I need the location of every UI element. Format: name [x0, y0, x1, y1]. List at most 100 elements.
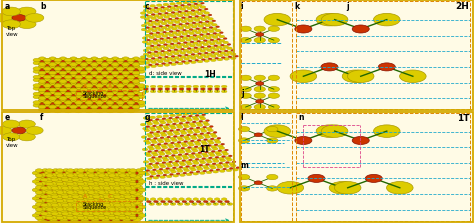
Circle shape [128, 214, 136, 217]
Circle shape [107, 171, 115, 175]
Circle shape [182, 155, 187, 157]
Circle shape [86, 176, 91, 178]
Circle shape [158, 140, 164, 143]
Circle shape [43, 171, 50, 175]
Circle shape [182, 167, 188, 170]
Circle shape [219, 147, 225, 149]
Circle shape [347, 70, 374, 83]
Circle shape [191, 61, 196, 64]
Circle shape [85, 95, 93, 99]
Circle shape [106, 67, 114, 70]
Circle shape [187, 11, 192, 14]
Circle shape [188, 24, 193, 26]
Circle shape [117, 67, 124, 70]
Circle shape [101, 91, 109, 94]
Circle shape [187, 142, 193, 144]
Circle shape [101, 105, 109, 109]
Text: Stacking: Stacking [83, 202, 104, 207]
Circle shape [72, 178, 79, 182]
Circle shape [122, 82, 129, 86]
Circle shape [99, 178, 106, 182]
Circle shape [49, 63, 56, 66]
Circle shape [49, 82, 56, 86]
Circle shape [132, 96, 140, 100]
Circle shape [54, 67, 62, 70]
Circle shape [97, 180, 104, 183]
Text: C: C [108, 194, 112, 199]
Circle shape [50, 206, 55, 208]
Circle shape [52, 191, 60, 194]
Circle shape [180, 130, 185, 132]
Circle shape [201, 145, 205, 147]
Circle shape [133, 69, 138, 71]
Circle shape [203, 40, 207, 41]
Circle shape [70, 108, 77, 111]
Circle shape [91, 63, 98, 66]
Circle shape [129, 203, 137, 206]
Circle shape [62, 198, 69, 202]
Circle shape [167, 57, 173, 60]
Circle shape [46, 169, 54, 172]
Circle shape [82, 180, 86, 183]
Circle shape [91, 71, 98, 75]
Circle shape [146, 47, 152, 49]
Circle shape [108, 169, 116, 172]
Circle shape [201, 59, 205, 60]
Circle shape [48, 201, 55, 204]
Circle shape [172, 118, 178, 121]
Circle shape [44, 61, 51, 65]
Circle shape [49, 99, 56, 103]
Circle shape [128, 219, 133, 221]
Circle shape [180, 56, 186, 58]
Circle shape [210, 154, 215, 157]
Circle shape [231, 50, 235, 51]
Circle shape [143, 49, 149, 52]
Circle shape [216, 42, 222, 44]
Circle shape [44, 87, 51, 90]
Circle shape [124, 178, 131, 182]
Circle shape [201, 15, 205, 17]
Circle shape [117, 109, 124, 113]
Circle shape [75, 87, 82, 90]
Circle shape [38, 71, 46, 75]
Circle shape [159, 168, 163, 170]
Circle shape [64, 67, 72, 70]
Circle shape [144, 140, 149, 142]
Circle shape [56, 174, 64, 177]
Circle shape [136, 174, 143, 177]
Circle shape [157, 143, 161, 145]
Circle shape [101, 108, 109, 111]
Circle shape [96, 103, 103, 107]
Circle shape [150, 52, 155, 55]
Circle shape [44, 78, 51, 82]
Circle shape [115, 208, 122, 211]
Circle shape [49, 88, 56, 92]
Circle shape [54, 87, 62, 90]
Circle shape [122, 108, 129, 111]
Circle shape [44, 95, 51, 99]
Circle shape [80, 99, 88, 103]
Circle shape [223, 41, 228, 44]
Circle shape [58, 209, 66, 213]
Circle shape [102, 218, 109, 221]
Circle shape [161, 134, 167, 136]
Circle shape [187, 47, 191, 49]
Circle shape [73, 174, 81, 177]
Circle shape [55, 98, 61, 101]
Circle shape [54, 87, 62, 90]
Circle shape [124, 212, 131, 215]
Circle shape [92, 173, 100, 177]
Circle shape [62, 215, 69, 219]
Circle shape [100, 209, 108, 213]
Circle shape [208, 129, 213, 132]
Circle shape [65, 197, 73, 200]
Circle shape [181, 132, 187, 134]
Circle shape [54, 103, 62, 107]
Circle shape [212, 163, 216, 165]
Circle shape [125, 216, 132, 220]
Circle shape [57, 212, 65, 215]
Circle shape [221, 90, 227, 93]
Text: 1H: 1H [204, 70, 216, 79]
Circle shape [142, 41, 148, 43]
Circle shape [206, 148, 211, 151]
